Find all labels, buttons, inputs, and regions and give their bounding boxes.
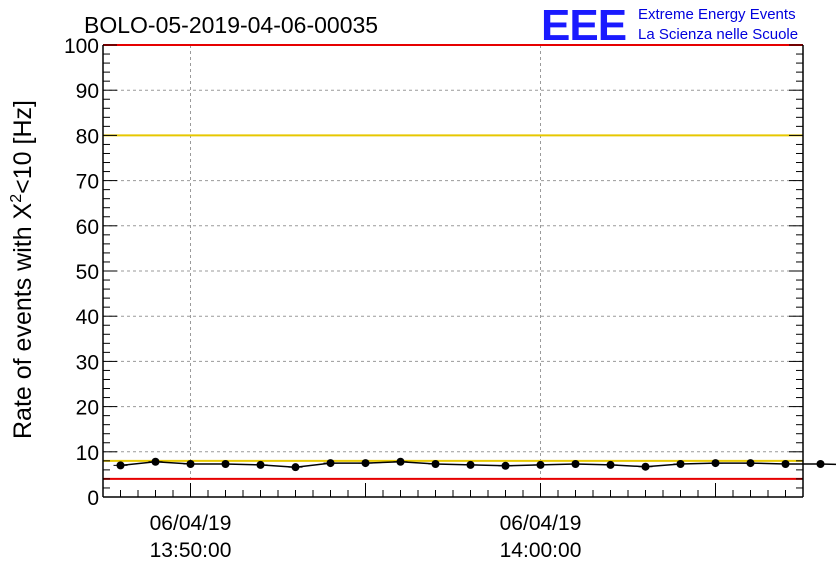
y-tick-label: 90 bbox=[76, 80, 99, 103]
y-tick-label: 30 bbox=[76, 351, 99, 374]
data-point bbox=[571, 460, 580, 469]
y-tick-label: 80 bbox=[76, 125, 99, 148]
y-tick-label: 0 bbox=[87, 487, 99, 510]
data-point bbox=[256, 460, 265, 469]
data-point bbox=[641, 462, 650, 471]
reference-lines bbox=[103, 44, 803, 480]
y-tick-label: 70 bbox=[76, 171, 99, 194]
y-tick-label: 60 bbox=[76, 216, 99, 239]
eee-logo: EEE Extreme Energy Events La Scienza nel… bbox=[541, 1, 798, 50]
data-point bbox=[501, 461, 510, 470]
data-point bbox=[711, 459, 720, 468]
data-point bbox=[151, 457, 160, 466]
x-tick-labels: 06/04/19 13:50:00 06/04/19 14:00:00 bbox=[150, 512, 582, 562]
data-point bbox=[816, 460, 825, 469]
data-point bbox=[361, 459, 370, 468]
y-tick-label: 10 bbox=[76, 442, 99, 465]
data-point bbox=[186, 460, 195, 469]
y-tick-label: 100 bbox=[64, 35, 99, 58]
chart-title: BOLO-05-2019-04-06-00035 bbox=[84, 12, 378, 38]
series-line bbox=[120, 460, 836, 468]
x-tick-time-label: 13:50:00 bbox=[150, 539, 232, 562]
data-point bbox=[291, 463, 300, 472]
data-point bbox=[781, 460, 790, 469]
y-axis-label-sup: 2 bbox=[8, 194, 25, 203]
y-axis-label: Rate of events with X2<10 [Hz] bbox=[8, 100, 37, 439]
data-point bbox=[676, 460, 685, 469]
y-tick-label: 20 bbox=[76, 397, 99, 420]
x-tick-time-label: 14:00:00 bbox=[500, 539, 582, 562]
axes bbox=[102, 44, 804, 498]
data-point bbox=[396, 457, 405, 466]
x-tick-date-label: 06/04/19 bbox=[500, 512, 582, 535]
data-point bbox=[536, 460, 545, 469]
data-point bbox=[116, 461, 125, 470]
data-point bbox=[221, 460, 230, 469]
y-tick-labels: 0 10 20 30 40 50 60 70 80 90 100 bbox=[64, 35, 99, 510]
y-axis-label-main: Rate of events with X bbox=[9, 202, 37, 439]
data-series bbox=[113, 457, 836, 472]
data-point bbox=[431, 460, 440, 469]
y-axis-label-tail: <10 [Hz] bbox=[9, 100, 37, 194]
data-point bbox=[466, 460, 475, 469]
y-tick-label: 50 bbox=[76, 261, 99, 284]
logo-line-2: La Scienza nelle Scuole bbox=[638, 26, 798, 43]
data-point bbox=[746, 459, 755, 468]
logo-line-1: Extreme Energy Events bbox=[638, 6, 796, 23]
data-point bbox=[326, 459, 335, 468]
y-tick-label: 40 bbox=[76, 306, 99, 329]
data-point bbox=[606, 460, 615, 469]
x-tick-date-label: 06/04/19 bbox=[150, 512, 232, 535]
logo-mark: EEE bbox=[541, 1, 626, 50]
grid-lines bbox=[103, 45, 803, 497]
